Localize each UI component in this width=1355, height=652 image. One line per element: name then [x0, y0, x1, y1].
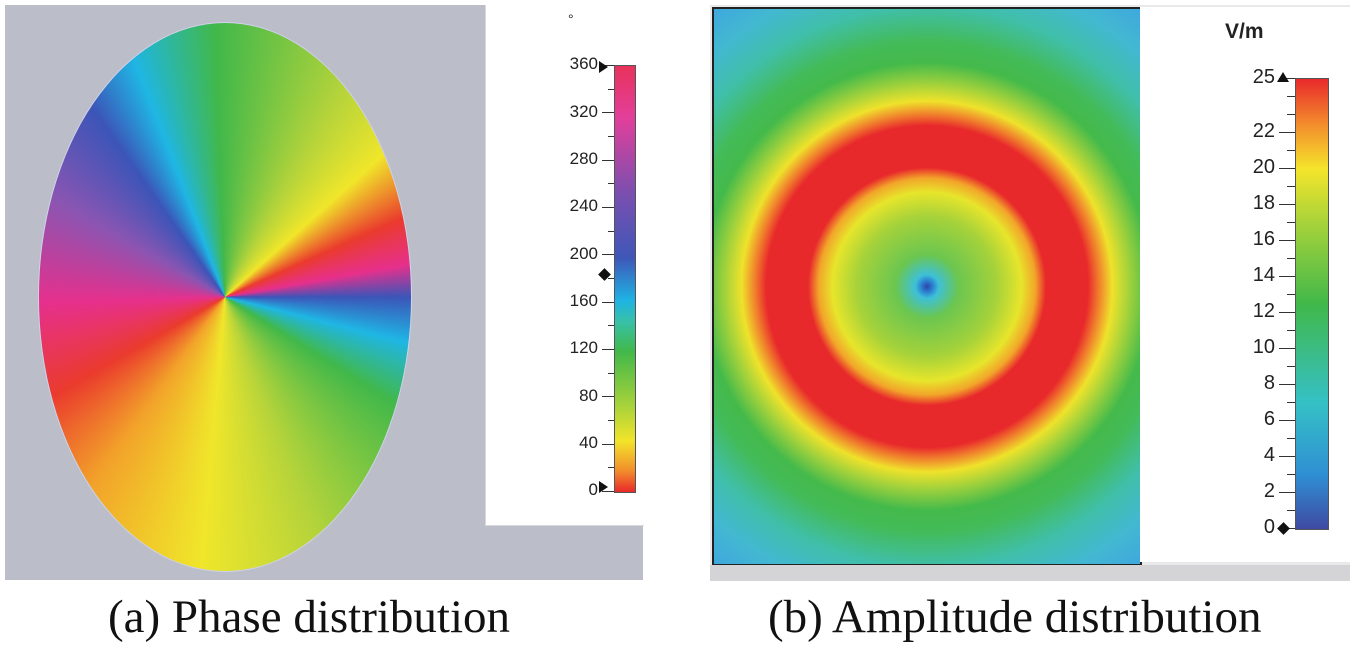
amplitude-legend-unit: V/m — [1225, 20, 1264, 43]
colorbar-tick-label: 200 — [569, 243, 598, 263]
colorbar-minor-tick — [608, 396, 614, 398]
colorbar-minor-tick — [1287, 96, 1295, 97]
phase-legend: ° 360 320 280 240 200 160 120 80 40 0 — [485, 5, 644, 526]
colorbar-tick-label: 280 — [569, 149, 598, 169]
colorbar-minor-tick — [1287, 294, 1295, 295]
colorbar-tick-label: 20 — [1252, 155, 1275, 178]
colorbar-minor-tick — [1287, 366, 1295, 367]
colorbar-minor-tick — [1287, 402, 1295, 403]
colorbar-minor-tick — [608, 467, 614, 469]
colorbar-tick-label: 22 — [1252, 119, 1275, 142]
colorbar-minor-tick — [608, 159, 614, 161]
colorbar-tick-label: 0 — [1263, 515, 1275, 538]
colorbar-tick-label: 16 — [1252, 227, 1275, 250]
colorbar-minor-tick — [1287, 330, 1295, 331]
colorbar-minor-tick — [608, 278, 614, 279]
colorbar-minor-tick — [608, 325, 614, 327]
colorbar-tick-label: 4 — [1263, 443, 1275, 466]
colorbar-minor-tick — [608, 230, 614, 232]
colorbar-tick-label: 160 — [569, 291, 598, 311]
phase-legend-unit: ° — [568, 11, 574, 27]
colorbar-tick-label: 25 — [1252, 65, 1275, 88]
colorbar-tick-label: 80 — [579, 385, 598, 405]
colorbar-minor-tick — [1287, 78, 1295, 79]
colorbar-minor-tick — [1287, 258, 1295, 259]
colorbar-tick-label: 240 — [569, 196, 598, 216]
colorbar-minor-tick — [608, 88, 614, 90]
colorbar-minor-tick — [1287, 168, 1295, 169]
colorbar-minor-tick — [1287, 420, 1295, 421]
colorbar-tick-label: 0 — [588, 480, 598, 500]
colorbar-minor-tick — [1287, 204, 1295, 205]
colorbar-minor-tick — [608, 349, 614, 350]
colorbar-minor-tick — [608, 254, 614, 256]
colorbar-minor-tick — [1287, 240, 1295, 241]
colorbar-minor-tick — [1287, 510, 1295, 511]
colorbar-tick-label: 14 — [1252, 263, 1275, 286]
max-marker-icon — [1277, 72, 1289, 82]
colorbar-minor-tick — [1287, 222, 1295, 223]
colorbar-minor-tick — [1287, 312, 1295, 313]
colorbar-tick-label: 10 — [1252, 335, 1275, 358]
colorbar-tick-label: 12 — [1252, 299, 1275, 322]
range-marker-icon — [599, 481, 608, 493]
phase-distribution-plot — [39, 23, 411, 571]
colorbar-minor-tick — [1287, 348, 1295, 349]
colorbar-tick-label: 320 — [569, 101, 598, 121]
colorbar-tick-label: 8 — [1263, 371, 1275, 394]
colorbar-minor-tick — [608, 491, 614, 492]
colorbar-minor-tick — [608, 443, 614, 445]
colorbar-minor-tick — [608, 183, 614, 185]
caption-phase: (a) Phase distribution — [108, 591, 511, 643]
colorbar-minor-tick — [1287, 474, 1295, 475]
colorbar-minor-tick — [608, 65, 614, 66]
colorbar-minor-tick — [1287, 114, 1295, 115]
caption-amplitude: (b) Amplitude distribution — [768, 591, 1262, 643]
phase-colorbar — [614, 65, 636, 493]
colorbar-minor-tick — [1287, 150, 1295, 151]
colorbar-tick-label: 40 — [579, 433, 598, 453]
colorbar-minor-tick — [608, 420, 614, 421]
amplitude-colorbar — [1295, 78, 1329, 530]
colorbar-minor-tick — [1287, 186, 1295, 187]
colorbar-minor-tick — [608, 372, 614, 374]
colorbar-minor-tick — [1287, 438, 1295, 439]
colorbar-tick-label: 360 — [569, 54, 598, 74]
colorbar-minor-tick — [608, 301, 614, 303]
colorbar-minor-tick — [1287, 528, 1295, 529]
colorbar-minor-tick — [608, 207, 614, 208]
colorbar-minor-tick — [1287, 492, 1295, 493]
colorbar-minor-tick — [1287, 276, 1295, 277]
colorbar-minor-tick — [1287, 132, 1295, 133]
colorbar-tick-label: 6 — [1263, 407, 1275, 430]
panel-bottom-strip — [710, 565, 1350, 581]
colorbar-tick-label: 120 — [569, 338, 598, 358]
amplitude-distribution-plot — [712, 7, 1142, 566]
colorbar-minor-tick — [608, 112, 614, 114]
colorbar-minor-tick — [1287, 456, 1295, 457]
colorbar-tick-label: 2 — [1263, 479, 1275, 502]
colorbar-tick-label: 18 — [1252, 191, 1275, 214]
colorbar-minor-tick — [1287, 384, 1295, 385]
colorbar-minor-tick — [608, 136, 614, 137]
range-marker-icon — [599, 61, 608, 73]
